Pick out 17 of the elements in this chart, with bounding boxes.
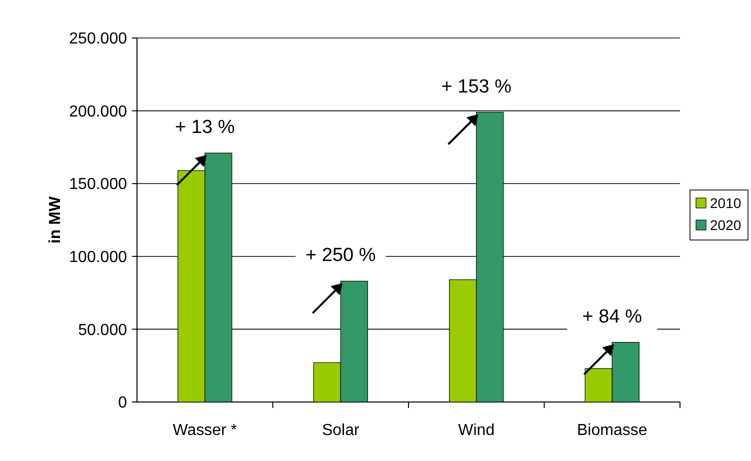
y-tick-label: 50.000 <box>78 322 128 339</box>
legend-label: 2020 <box>710 217 742 233</box>
x-tick-label: Biomasse <box>577 422 648 439</box>
annotation: + 153 % <box>441 76 512 98</box>
annotation: + 13 % <box>175 117 235 138</box>
y-tick-label: 100.000 <box>69 249 128 266</box>
y-tick-label: 200.000 <box>69 103 128 120</box>
y-tick-label: 150.000 <box>69 176 128 194</box>
legend-label: 2010 <box>710 195 742 211</box>
y-axis-title: in MW <box>47 196 64 244</box>
x-tick-label: Wasser * <box>172 422 238 439</box>
y-tick-label: 250.000 <box>69 30 128 48</box>
x-tick-label: Wind <box>458 422 495 439</box>
annotation: + 84 % <box>582 306 642 328</box>
x-tick-label: Solar <box>322 422 360 439</box>
y-tick-label: 0 <box>118 394 128 412</box>
annotation: + 250 % <box>306 245 376 266</box>
